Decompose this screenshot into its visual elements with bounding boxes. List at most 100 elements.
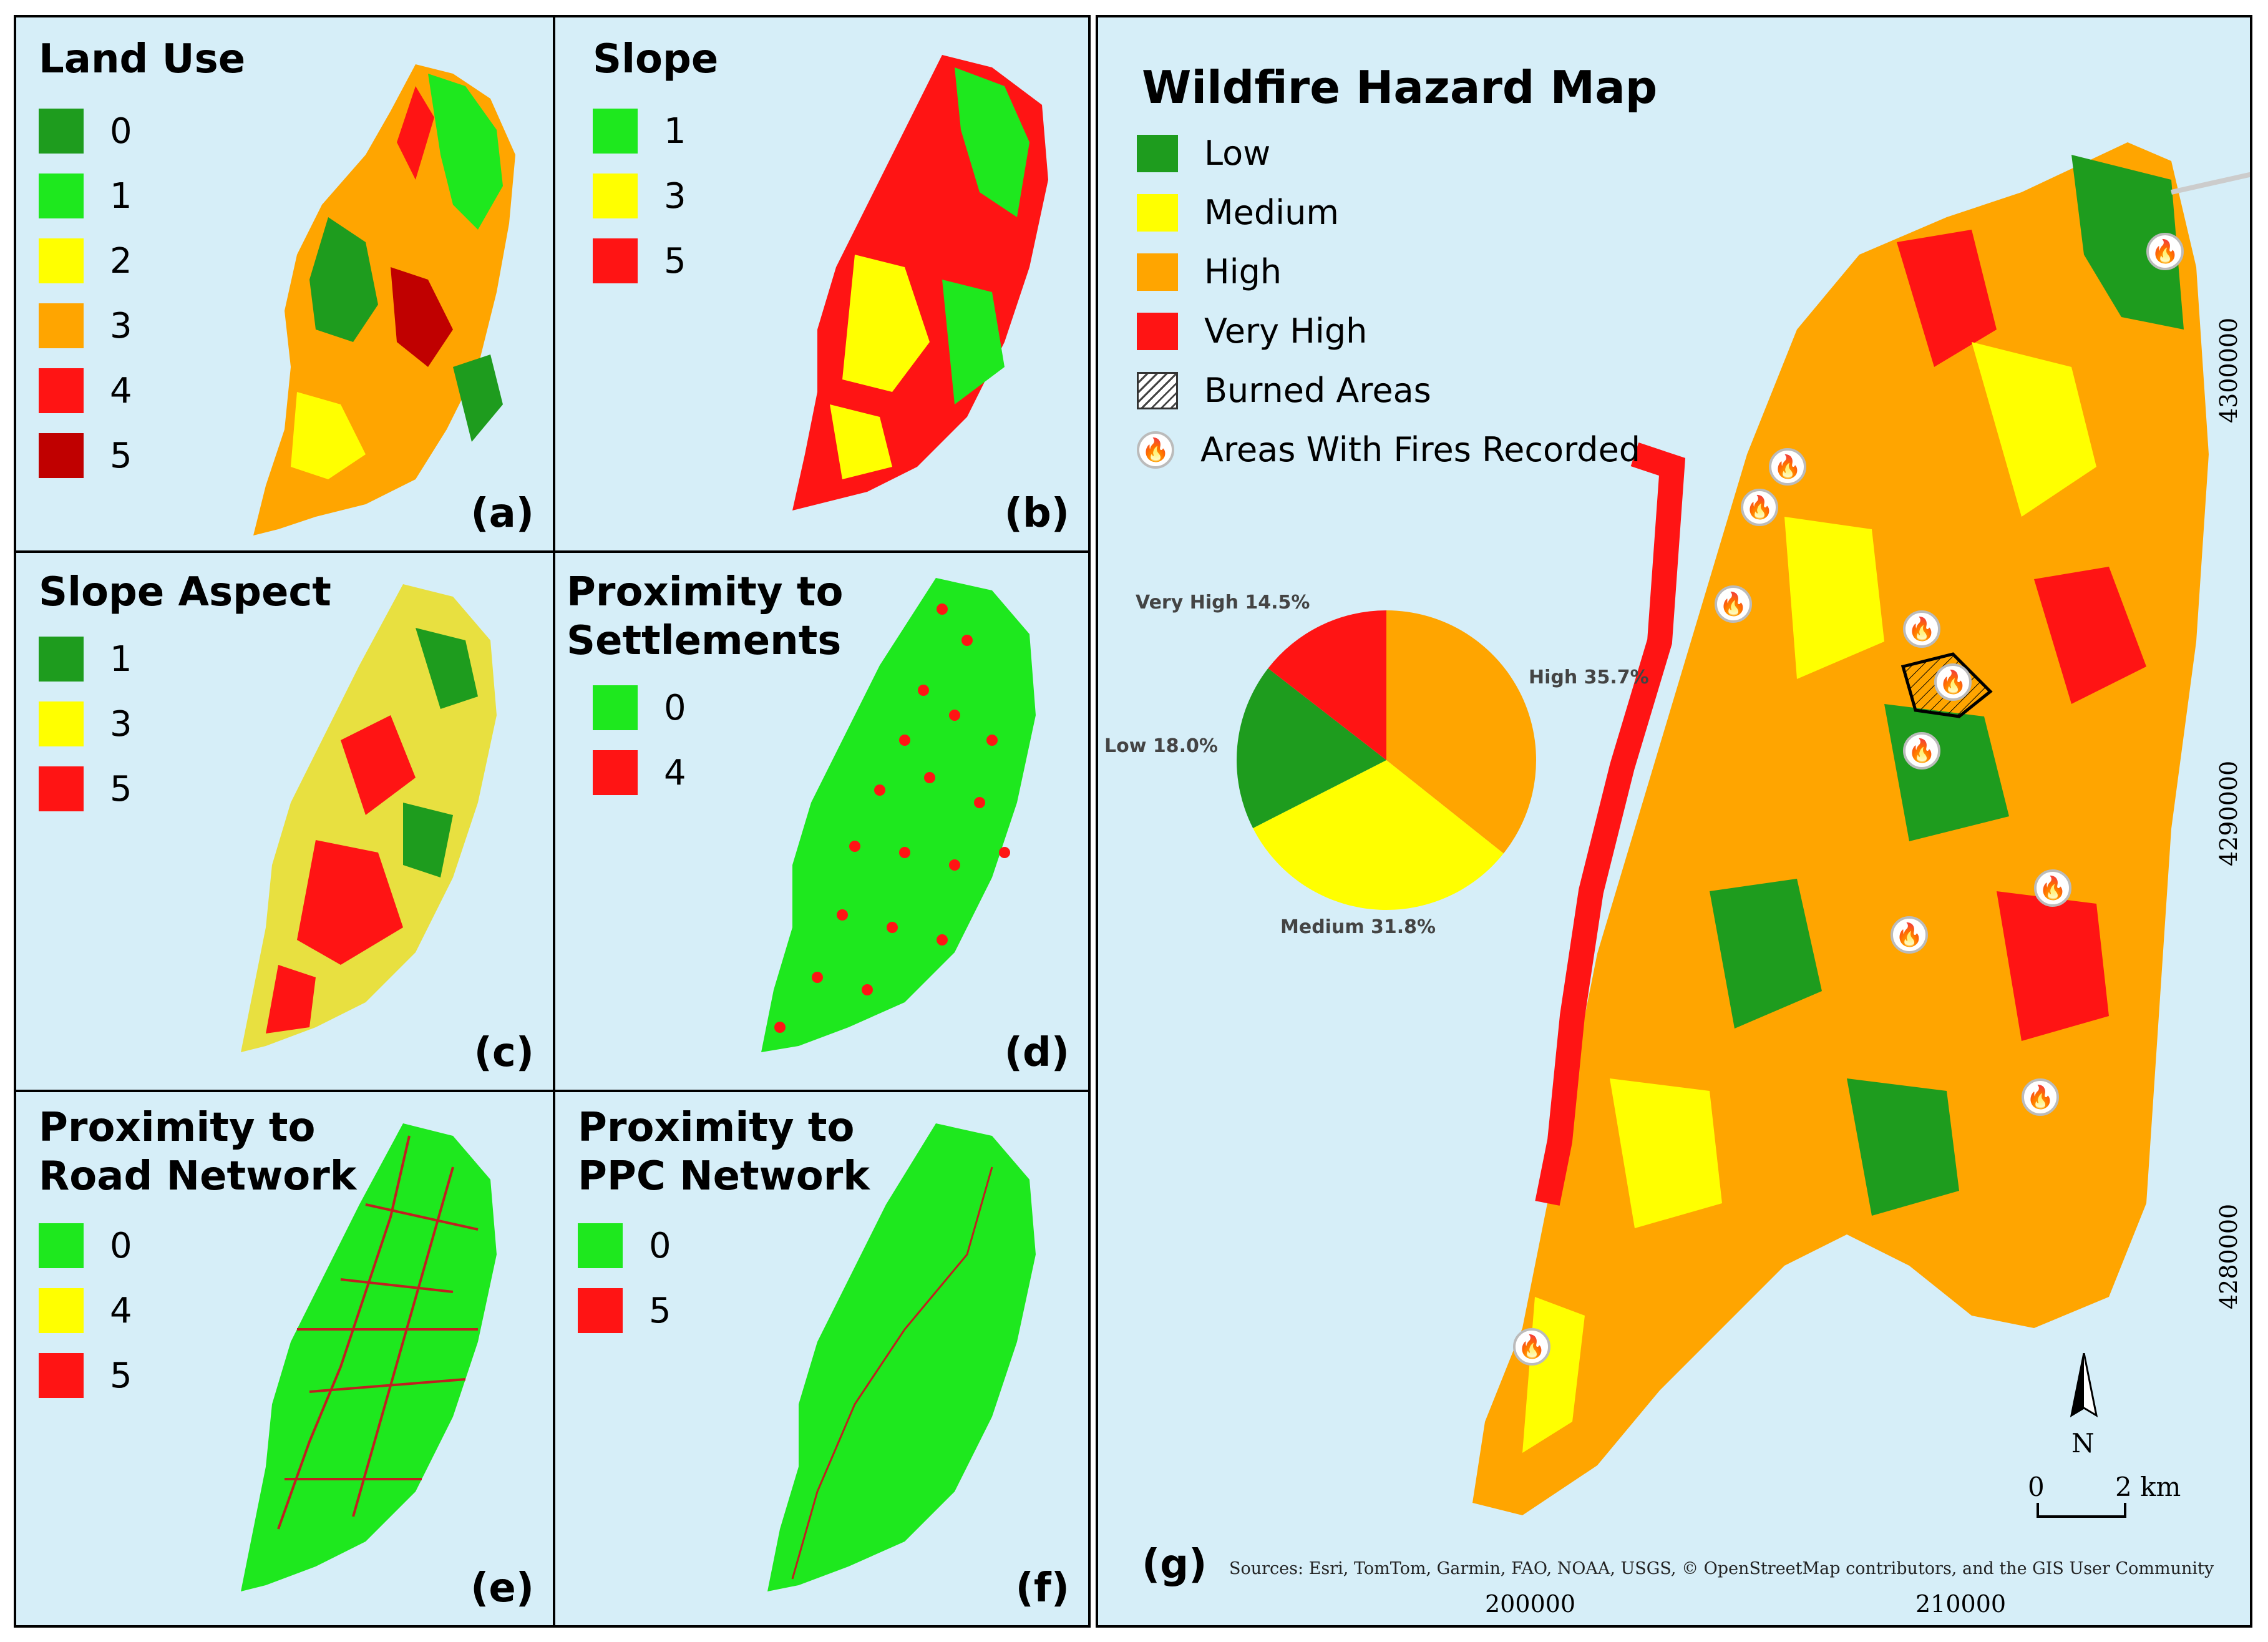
pie-slice [1268, 610, 1386, 760]
settlement-dots [774, 604, 1010, 1033]
fire-marker-icon: 🔥 [2146, 233, 2184, 270]
legend-value: 2 [110, 240, 132, 281]
legend-label: Low [1204, 134, 1271, 173]
pie-label: Very High 14.5% [1136, 592, 1310, 613]
panel-title: Proximity to Settlements [567, 569, 844, 664]
y-tick-label: 4300000 [2215, 317, 2242, 423]
y-tick-label: 4290000 [2215, 760, 2242, 866]
legend-value: 5 [664, 240, 686, 281]
hazard-pie-chart [1237, 610, 1536, 910]
panel-slope: Slope 1 3 5 (b) [553, 15, 1091, 553]
legend-item: 4 [39, 1278, 132, 1343]
legend-item: 0 [593, 675, 686, 740]
hazard-legend: Low Medium High Very High Burned Areas 🔥 Areas… [1137, 124, 1640, 479]
legend-value: 0 [110, 1225, 132, 1266]
pie-label: High 35.7% [1529, 667, 1649, 688]
legend-value: 3 [110, 305, 132, 346]
north-label: N [2071, 1428, 2095, 1459]
fire-marker-icon: 🔥 [1934, 663, 1972, 701]
fire-icon: 🔥 [1137, 431, 1174, 469]
legend-item: 4 [593, 740, 686, 805]
legend-item: 3 [593, 164, 686, 228]
legend-swatch [39, 303, 84, 348]
legend-value: 5 [110, 435, 132, 476]
legend-swatch [39, 1353, 84, 1398]
fire-marker-icon: 🔥 [1769, 448, 1806, 486]
legend-swatch [39, 173, 84, 218]
pie-label: Medium 31.8% [1280, 916, 1436, 938]
hazard-island-map [1472, 142, 2250, 1515]
legend-swatch [593, 109, 638, 154]
panel-title: Proximity to PPC Network [578, 1105, 870, 1200]
panel-wildfire-hazard-map: Wildfire Hazard Map Low Medium High Very Hi… [1096, 15, 2252, 1628]
fire-marker-icon: 🔥 [1891, 916, 1928, 954]
legend-value: 4 [110, 1290, 132, 1331]
legend-swatch [578, 1223, 623, 1268]
legend-swatch [578, 1288, 623, 1333]
pie-slice [1386, 610, 1536, 854]
legend: 1 3 5 [39, 627, 132, 821]
legend-swatch [39, 433, 84, 478]
panel-slope-aspect: Slope Aspect 1 3 5 (c) [14, 550, 555, 1092]
legend-item: 0 [39, 99, 132, 164]
legend-value: 0 [110, 110, 132, 152]
legend-item: Very High [1137, 301, 1640, 361]
legend-item: 5 [39, 756, 132, 821]
map-sources: Sources: Esri, TomTom, Garmin, FAO, NOAA… [1229, 1559, 2214, 1578]
fire-marker-icon: 🔥 [2022, 1078, 2059, 1116]
legend-item: 5 [593, 228, 686, 293]
scale-end: 2 km [2115, 1472, 2181, 1502]
legend-swatch [593, 238, 638, 283]
legend-label: Burned Areas [1204, 371, 1431, 410]
x-tick-label: 200000 [1485, 1590, 1576, 1618]
x-tick-label: 210000 [1915, 1590, 2007, 1618]
pie-slice [1237, 668, 1386, 828]
legend-swatch [39, 109, 84, 154]
panel-label: (g) [1142, 1542, 1207, 1588]
legend-swatch [39, 1288, 84, 1333]
legend-item: 2 [39, 228, 132, 293]
island-map-f [767, 1123, 1036, 1591]
ppc-line [791, 1166, 993, 1580]
legend-label: Medium [1204, 193, 1339, 232]
legend-value: 5 [110, 1355, 132, 1396]
panel-label: (e) [470, 1565, 534, 1611]
legend-value: 4 [110, 370, 132, 411]
scale-bar-tick [2124, 1503, 2126, 1518]
legend-value: 1 [110, 638, 132, 680]
fire-marker-icon: 🔥 [1513, 1328, 1550, 1366]
panel-title: Slope Aspect [39, 569, 331, 615]
legend-item: 3 [39, 293, 132, 358]
island-map-d [761, 578, 1036, 1052]
legend-item: 5 [578, 1278, 671, 1343]
scale-bar [2038, 1515, 2125, 1518]
legend-swatch [1137, 253, 1178, 291]
fire-marker-icon: 🔥 [1741, 489, 1778, 526]
legend: 0 4 5 [39, 1213, 132, 1408]
legend-label: Areas With Fires Recorded [1200, 430, 1641, 469]
legend-swatch [39, 701, 84, 746]
legend-swatch [1137, 193, 1178, 232]
north-arrow-icon [2070, 1353, 2098, 1418]
panel-label: (a) [470, 491, 534, 537]
legend-item: Medium [1137, 183, 1640, 242]
legend: 0 1 2 3 4 5 [39, 99, 132, 488]
fire-marker-icon: 🔥 [1715, 585, 1752, 623]
panel-title: Proximity to Road Network [39, 1105, 357, 1200]
legend-label: High [1204, 252, 1282, 291]
legend-item: Burned Areas [1137, 361, 1640, 420]
legend-item: Low [1137, 124, 1640, 183]
legend-swatch [1137, 312, 1178, 350]
road-network [277, 1135, 479, 1530]
panel-label: (b) [1004, 491, 1069, 537]
legend-swatch [39, 637, 84, 682]
legend-item: 🔥 Areas With Fires Recorded [1137, 420, 1640, 479]
fire-marker-icon: 🔥 [1903, 610, 1940, 648]
pie-label: Low 18.0% [1104, 735, 1218, 757]
legend-value: 3 [110, 703, 132, 745]
island-map-b [792, 55, 1048, 511]
legend-item: 0 [578, 1213, 671, 1278]
legend-value: 1 [664, 110, 686, 152]
